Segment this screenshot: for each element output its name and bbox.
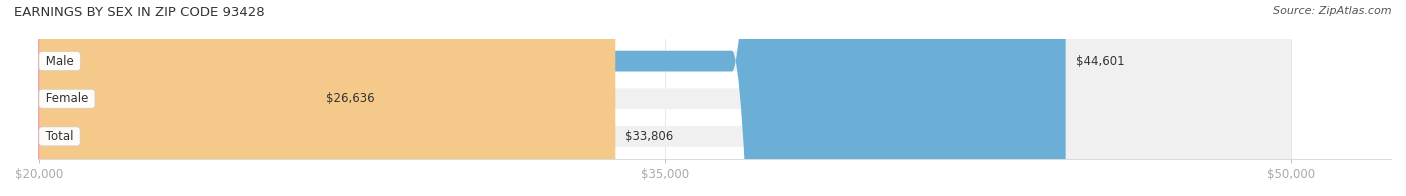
- Text: Female: Female: [42, 92, 91, 105]
- FancyBboxPatch shape: [39, 0, 1291, 196]
- FancyBboxPatch shape: [39, 0, 1291, 196]
- Text: $33,806: $33,806: [626, 130, 673, 143]
- Text: Total: Total: [42, 130, 77, 143]
- FancyBboxPatch shape: [39, 0, 1066, 196]
- Text: Male: Male: [42, 55, 77, 68]
- Text: $26,636: $26,636: [326, 92, 375, 105]
- FancyBboxPatch shape: [0, 0, 373, 196]
- FancyBboxPatch shape: [39, 0, 616, 196]
- Text: EARNINGS BY SEX IN ZIP CODE 93428: EARNINGS BY SEX IN ZIP CODE 93428: [14, 6, 264, 19]
- Text: $44,601: $44,601: [1076, 55, 1125, 68]
- Text: Source: ZipAtlas.com: Source: ZipAtlas.com: [1274, 6, 1392, 16]
- FancyBboxPatch shape: [39, 0, 1291, 196]
